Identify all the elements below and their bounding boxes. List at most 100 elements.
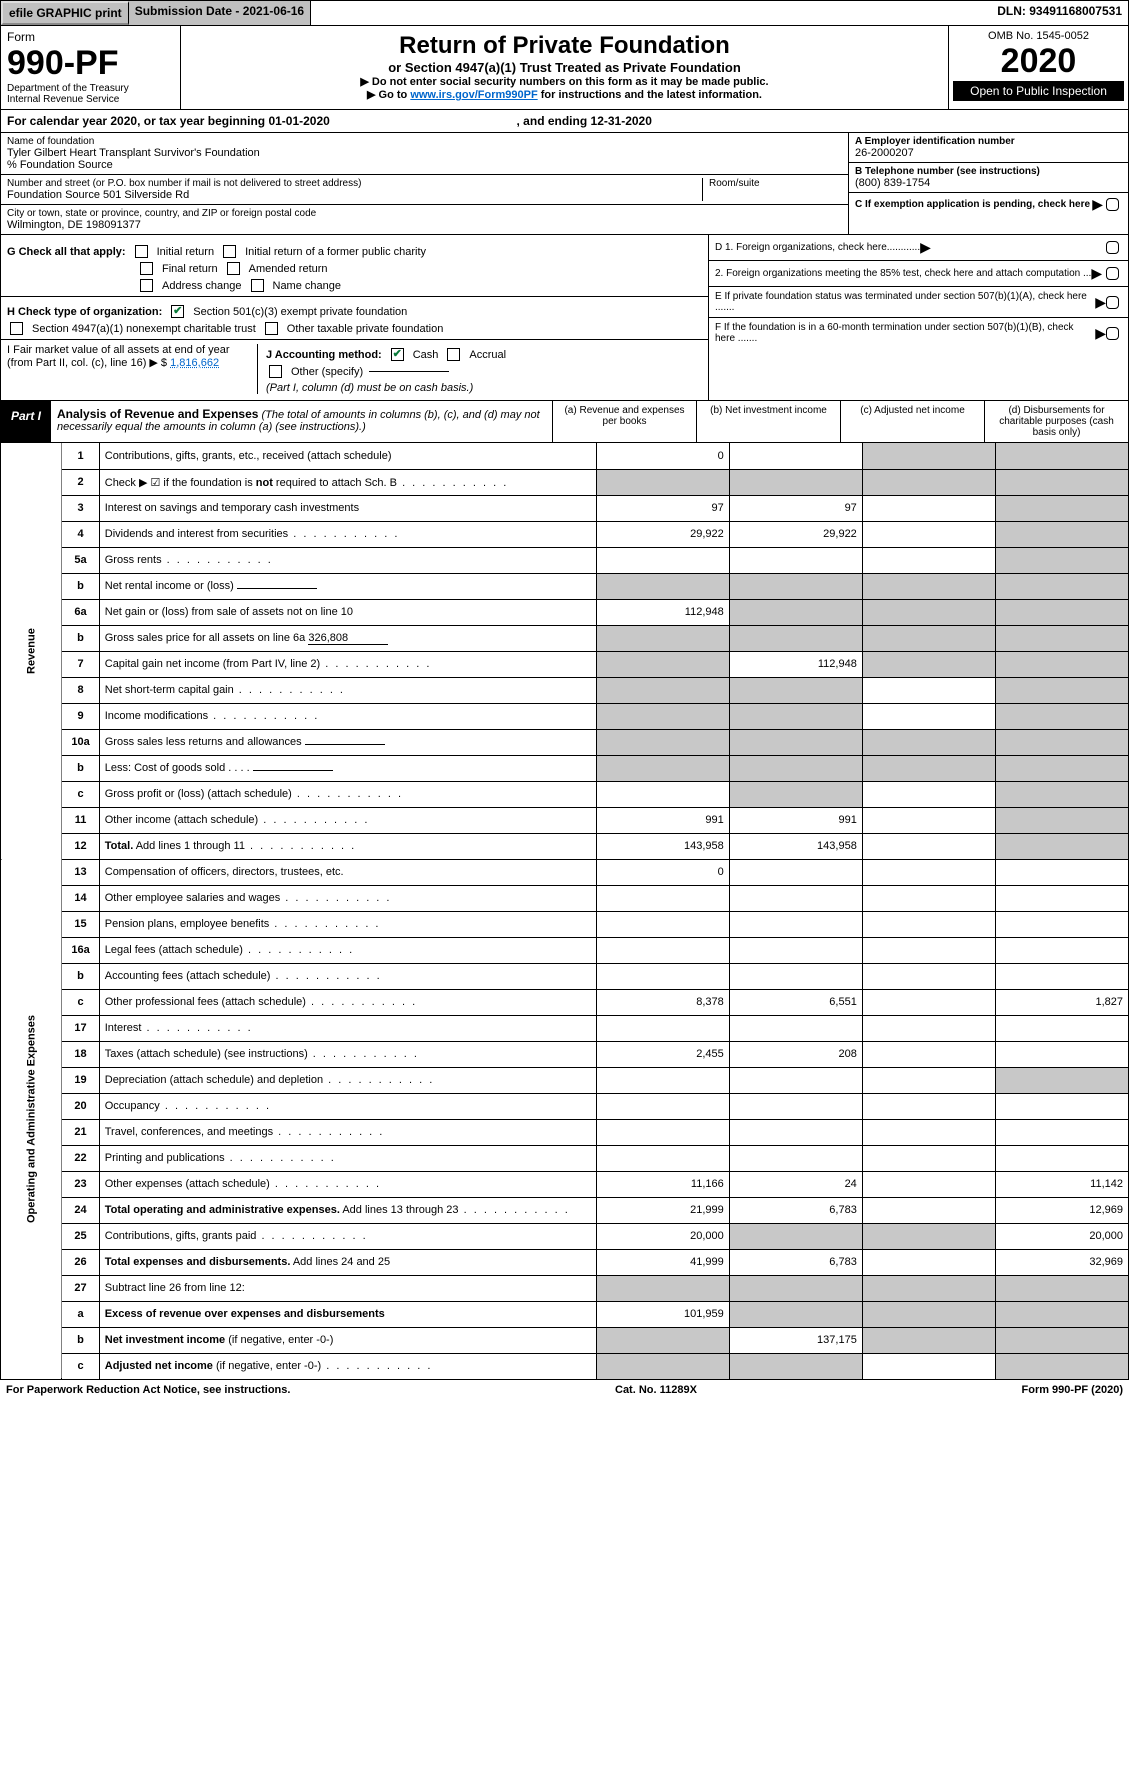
h-other-taxable[interactable] xyxy=(265,322,278,335)
f-checkbox[interactable] xyxy=(1106,327,1119,340)
col-d-head: (d) Disbursements for charitable purpose… xyxy=(985,401,1128,442)
cell-b xyxy=(729,1093,862,1119)
cell-a: 41,999 xyxy=(596,1249,729,1275)
j-accrual[interactable] xyxy=(447,348,460,361)
cell-b: 6,783 xyxy=(729,1249,862,1275)
i-value: 1,816,662 xyxy=(170,357,219,369)
table-row: cGross profit or (loss) (attach schedule… xyxy=(1,781,1129,807)
table-row: aExcess of revenue over expenses and dis… xyxy=(1,1301,1129,1327)
row-desc: Pension plans, employee benefits xyxy=(99,911,596,937)
row-desc: Contributions, gifts, grants, etc., rece… xyxy=(99,443,596,469)
g-final[interactable] xyxy=(140,262,153,275)
g-address-change[interactable] xyxy=(140,279,153,292)
efile-button[interactable]: efile GRAPHIC print xyxy=(1,1,129,25)
j-label: J Accounting method: xyxy=(266,349,382,361)
cell-dd xyxy=(995,807,1128,833)
g-initial-former[interactable] xyxy=(223,245,236,258)
d2-checkbox[interactable] xyxy=(1106,267,1119,280)
table-row: 15Pension plans, employee benefits xyxy=(1,911,1129,937)
foundation-name: Tyler Gilbert Heart Transplant Survivor'… xyxy=(7,147,842,159)
table-row: 9Income modifications xyxy=(1,703,1129,729)
footer-right: Form 990-PF (2020) xyxy=(1022,1384,1123,1396)
cell-dd xyxy=(995,833,1128,859)
cell-b: 208 xyxy=(729,1041,862,1067)
cell-c xyxy=(862,1301,995,1327)
cell-b xyxy=(729,1223,862,1249)
table-row: bNet rental income or (loss) xyxy=(1,573,1129,599)
j-cash[interactable] xyxy=(391,348,404,361)
col-a-head: (a) Revenue and expenses per books xyxy=(553,401,697,442)
cell-a xyxy=(596,677,729,703)
form-title: Return of Private Foundation xyxy=(187,32,942,60)
cell-a: 0 xyxy=(596,443,729,469)
row-desc: Accounting fees (attach schedule) xyxy=(99,963,596,989)
irs-link[interactable]: www.irs.gov/Form990PF xyxy=(410,89,537,101)
row-desc: Other employee salaries and wages xyxy=(99,885,596,911)
phone-label: B Telephone number (see instructions) xyxy=(855,166,1122,177)
analysis-table: Revenue1Contributions, gifts, grants, et… xyxy=(0,443,1129,1380)
cell-b: 143,958 xyxy=(729,833,862,859)
table-row: 3Interest on savings and temporary cash … xyxy=(1,495,1129,521)
cell-b xyxy=(729,469,862,495)
tax-year: 2020 xyxy=(953,42,1124,81)
cell-b: 24 xyxy=(729,1171,862,1197)
row-desc: Adjusted net income (if negative, enter … xyxy=(99,1353,596,1379)
cell-dd xyxy=(995,1041,1128,1067)
cell-b xyxy=(729,1015,862,1041)
cell-a: 991 xyxy=(596,807,729,833)
cell-dd: 1,827 xyxy=(995,989,1128,1015)
cell-c xyxy=(862,1093,995,1119)
cell-b xyxy=(729,625,862,651)
part1-title: Analysis of Revenue and Expenses xyxy=(57,407,258,421)
cell-a xyxy=(596,1353,729,1379)
table-row: 7Capital gain net income (from Part IV, … xyxy=(1,651,1129,677)
row-desc: Gross rents xyxy=(99,547,596,573)
g-name-change[interactable] xyxy=(251,279,264,292)
h-4947[interactable] xyxy=(10,322,23,335)
row-num: b xyxy=(62,1327,99,1353)
exemption-checkbox[interactable] xyxy=(1106,198,1119,211)
row-num: 6a xyxy=(62,599,99,625)
cell-dd xyxy=(995,1301,1128,1327)
d1-checkbox[interactable] xyxy=(1106,241,1119,254)
cell-c xyxy=(862,573,995,599)
cell-b xyxy=(729,963,862,989)
cell-c xyxy=(862,1171,995,1197)
top-bar: efile GRAPHIC print Submission Date - 20… xyxy=(0,0,1129,26)
table-row: 2Check ▶ ☑ if the foundation is not requ… xyxy=(1,469,1129,495)
cell-dd xyxy=(995,963,1128,989)
j-other[interactable] xyxy=(269,365,282,378)
cell-a xyxy=(596,729,729,755)
cell-c xyxy=(862,521,995,547)
row-desc: Other expenses (attach schedule) xyxy=(99,1171,596,1197)
cell-c xyxy=(862,807,995,833)
cell-b xyxy=(729,1119,862,1145)
cell-c xyxy=(862,1249,995,1275)
table-row: 23Other expenses (attach schedule)11,166… xyxy=(1,1171,1129,1197)
h-501c3[interactable] xyxy=(171,305,184,318)
e-checkbox[interactable] xyxy=(1106,296,1119,309)
row-num: 24 xyxy=(62,1197,99,1223)
cell-a xyxy=(596,1015,729,1041)
table-row: 17Interest xyxy=(1,1015,1129,1041)
cell-b xyxy=(729,1145,862,1171)
cell-a xyxy=(596,911,729,937)
cell-b: 991 xyxy=(729,807,862,833)
row-num: b xyxy=(62,573,99,599)
cell-b: 112,948 xyxy=(729,651,862,677)
cell-b xyxy=(729,781,862,807)
cell-a xyxy=(596,781,729,807)
cell-dd xyxy=(995,495,1128,521)
cell-c xyxy=(862,599,995,625)
table-row: 18Taxes (attach schedule) (see instructi… xyxy=(1,1041,1129,1067)
addr-label: Number and street (or P.O. box number if… xyxy=(7,178,702,189)
row-num: 20 xyxy=(62,1093,99,1119)
g-initial-return[interactable] xyxy=(135,245,148,258)
cell-dd xyxy=(995,937,1128,963)
cell-dd: 12,969 xyxy=(995,1197,1128,1223)
ein-label: A Employer identification number xyxy=(855,136,1122,147)
cell-a xyxy=(596,1145,729,1171)
form-number: 990-PF xyxy=(7,44,174,83)
g-amended[interactable] xyxy=(227,262,240,275)
cell-dd xyxy=(995,1275,1128,1301)
